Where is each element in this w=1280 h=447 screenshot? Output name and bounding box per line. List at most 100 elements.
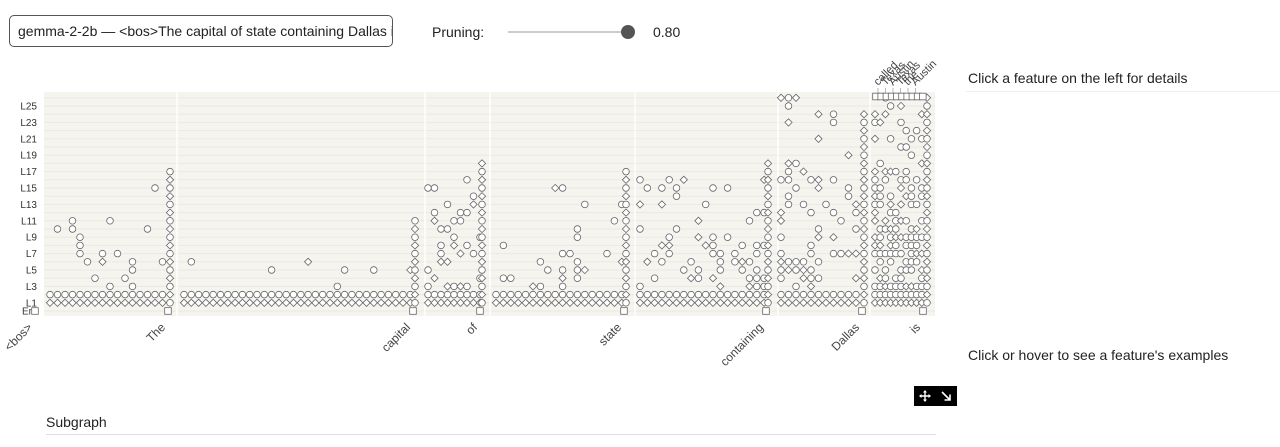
feature-node[interactable] [392,290,400,299]
feature-node[interactable] [121,274,129,282]
error-node[interactable] [859,257,869,266]
feature-node[interactable] [143,225,152,233]
feature-node[interactable] [362,290,371,299]
error-node[interactable] [859,142,869,152]
feature-node[interactable] [450,233,458,241]
feature-node[interactable] [521,290,530,299]
error-node[interactable] [643,298,652,307]
error-node[interactable] [135,298,145,307]
feature-node[interactable] [709,249,717,258]
feature-node[interactable] [731,258,739,266]
feature-node[interactable] [536,290,545,299]
feature-node[interactable] [709,241,717,250]
feature-node[interactable] [716,290,724,299]
feature-node[interactable] [83,258,92,266]
feature-node[interactable] [829,208,838,217]
feature-node[interactable] [424,282,432,291]
error-node[interactable] [870,216,880,225]
error-node[interactable] [922,208,932,217]
error-node[interactable] [165,241,175,250]
feature-node[interactable] [907,135,916,143]
feature-node[interactable] [166,266,174,274]
error-node[interactable] [665,241,674,250]
feature-node[interactable] [764,249,772,258]
error-node[interactable] [922,274,932,283]
feature-node[interactable] [738,290,746,299]
feature-node[interactable] [807,208,815,217]
feature-node[interactable] [687,290,695,299]
feature-node[interactable] [777,290,785,299]
feature-node[interactable] [128,290,137,299]
feature-node[interactable] [912,126,921,135]
feature-node[interactable] [892,241,900,250]
feature-node[interactable] [829,249,838,258]
error-node[interactable] [83,298,92,307]
feature-node[interactable] [923,266,931,274]
feature-node[interactable] [912,200,921,209]
feature-node[interactable] [923,118,931,127]
feature-node[interactable] [665,249,673,258]
feature-node[interactable] [443,200,452,209]
feature-node[interactable] [753,266,761,274]
error-node[interactable] [621,290,631,299]
error-node[interactable] [477,290,487,299]
feature-node[interactable] [792,184,800,192]
error-node[interactable] [296,298,305,307]
error-node[interactable] [799,265,808,275]
error-node[interactable] [274,298,284,307]
error-node[interactable] [859,126,869,135]
feature-node[interactable] [902,217,910,225]
feature-node[interactable] [902,143,910,151]
feature-node[interactable] [650,249,659,258]
error-node[interactable] [791,298,801,307]
error-node[interactable] [318,298,327,307]
feature-node[interactable] [326,290,334,299]
error-node[interactable] [216,298,225,307]
feature-node[interactable] [478,249,486,258]
feature-node[interactable] [777,176,785,184]
feature-node[interactable] [799,258,808,266]
error-node[interactable] [165,290,175,299]
error-node[interactable] [922,142,932,152]
error-node[interactable] [209,298,218,307]
feature-node[interactable] [658,258,666,266]
error-node[interactable] [410,274,420,283]
error-node[interactable] [449,241,459,250]
feature-node[interactable] [897,249,905,258]
feature-node[interactable] [456,217,465,225]
feature-node[interactable] [573,290,582,299]
error-node[interactable] [528,282,538,291]
error-node[interactable] [456,249,465,258]
logit-node[interactable] [164,307,172,315]
error-node[interactable] [98,298,107,307]
feature-node[interactable] [907,192,916,200]
feature-node[interactable] [544,266,552,274]
feature-node[interactable] [622,282,630,291]
logit-node[interactable] [762,307,770,315]
feature-node[interactable] [792,266,800,274]
feature-node[interactable] [370,290,378,299]
error-node[interactable] [303,257,313,266]
error-node[interactable] [708,298,718,307]
feature-node[interactable] [377,290,385,299]
error-node[interactable] [565,298,575,307]
feature-node[interactable] [98,249,107,258]
error-node[interactable] [876,241,885,250]
error-node[interactable] [922,192,932,201]
feature-node[interactable] [912,241,921,250]
feature-node[interactable] [807,249,815,258]
feature-node[interactable] [807,176,815,184]
feature-node[interactable] [166,217,174,225]
feature-node[interactable] [128,258,137,266]
feature-node[interactable] [143,290,152,299]
feature-node[interactable] [716,258,724,266]
error-node[interactable] [347,298,357,307]
feature-node[interactable] [886,258,895,266]
feature-node[interactable] [76,241,84,250]
error-node[interactable] [514,298,523,307]
error-node[interactable] [716,298,725,307]
feature-node[interactable] [792,290,800,299]
error-node[interactable] [859,274,869,283]
feature-node[interactable] [745,274,754,282]
error-node[interactable] [635,298,645,307]
